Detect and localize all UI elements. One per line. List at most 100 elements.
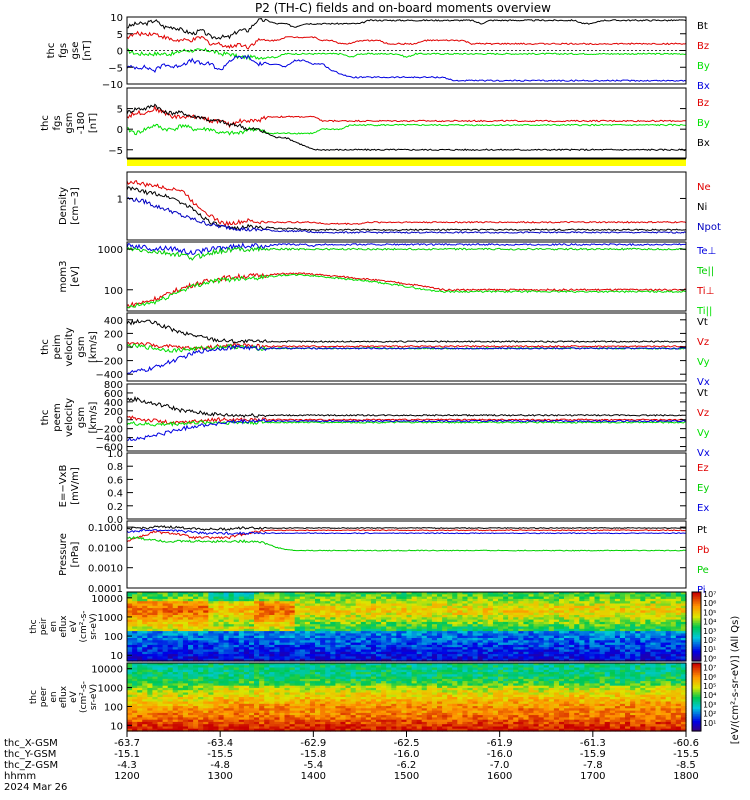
- spectro-cell: [640, 633, 646, 637]
- spectro-cell: [467, 592, 474, 595]
- spectro-cell: [447, 656, 453, 660]
- spectro-cell: [665, 674, 672, 678]
- spectro-cell: [381, 610, 387, 614]
- spectro-cell: [391, 621, 397, 625]
- spectro-cell: [589, 631, 596, 634]
- spectro-cell: [172, 644, 179, 648]
- spectro-cell: [142, 681, 148, 684]
- spectro-cell: [330, 642, 336, 646]
- spectro-cell: [472, 642, 479, 646]
- spectro-cell: [269, 615, 275, 618]
- spectro-cell: [147, 676, 153, 680]
- spectro-cell: [431, 665, 438, 669]
- spectro-cell: [208, 598, 214, 602]
- spectro-cell: [640, 685, 646, 689]
- spectro-cell: [645, 651, 651, 655]
- spectro-cell: [579, 603, 585, 607]
- spectro-cell: [559, 596, 565, 600]
- spectro-cell: [218, 608, 225, 611]
- spectro-cell: [564, 598, 570, 602]
- spectro-cell: [411, 596, 418, 600]
- spectro-cell: [309, 690, 316, 694]
- spectro-cell: [553, 678, 560, 682]
- spectro-cell: [254, 594, 260, 598]
- spectro-cell: [360, 628, 367, 632]
- spectro-cell: [320, 649, 326, 653]
- spectro-cell: [533, 608, 540, 611]
- spectro-cell: [675, 674, 682, 678]
- spectro-cell: [472, 592, 479, 595]
- spectro-cell: [243, 669, 250, 673]
- spectro-cell: [274, 610, 281, 614]
- spectro-cell: [259, 615, 265, 618]
- spectro-cell: [523, 608, 530, 611]
- spectro-cell: [513, 658, 519, 662]
- spectro-cell: [599, 674, 606, 678]
- spectro-cell: [203, 681, 209, 684]
- spectro-cell: [508, 663, 514, 666]
- spectro-cell: [426, 603, 433, 607]
- spectro-cell: [177, 624, 184, 628]
- spectro-cell: [198, 656, 204, 660]
- spectro-cell: [553, 628, 560, 632]
- spectro-cell: [198, 649, 204, 653]
- spectro-cell: [670, 624, 677, 628]
- spectro-cell: [457, 596, 463, 600]
- spectro-cell: [152, 594, 159, 598]
- spectro-cell: [182, 610, 189, 614]
- spectro-cell: [431, 601, 438, 605]
- spectro-cell: [203, 665, 209, 669]
- spectro-cell: [574, 644, 580, 648]
- spectro-cell: [625, 672, 631, 675]
- spectro-cell: [289, 667, 296, 671]
- spectro-cell: [127, 640, 133, 644]
- spectro-cell: [330, 658, 336, 662]
- spectro-cell: [457, 638, 463, 641]
- y-tick-label: −200: [96, 425, 123, 436]
- spectro-cell: [376, 612, 382, 616]
- spectro-cell: [416, 672, 423, 675]
- spectro-cell: [401, 676, 408, 680]
- spectro-cell: [660, 619, 667, 623]
- spectro-cell: [391, 672, 397, 675]
- spectro-cell: [564, 656, 570, 660]
- spectro-cell: [381, 598, 387, 602]
- spectro-cell: [279, 685, 286, 689]
- spectro-cell: [249, 640, 255, 644]
- spectro-cell: [660, 615, 667, 618]
- spectro-cell: [177, 617, 184, 621]
- spectro-cell: [325, 665, 331, 669]
- spectro-cell: [228, 626, 235, 630]
- spectro-cell: [132, 619, 138, 623]
- spectro-cell: [406, 626, 413, 630]
- spectro-cell: [386, 644, 392, 648]
- spectro-cell: [548, 619, 555, 623]
- spectro-cell: [462, 592, 469, 595]
- spectro-cell: [315, 610, 321, 614]
- spectro-cell: [223, 631, 230, 634]
- spectro-cell: [381, 656, 387, 660]
- spectro-cell: [625, 619, 631, 623]
- spectro-cell: [645, 683, 651, 687]
- spectro-cell: [630, 667, 636, 671]
- spectro-cell: [650, 621, 657, 625]
- spectro-cell: [416, 654, 423, 657]
- spectro-cell: [345, 681, 352, 684]
- spectro-cell: [670, 674, 677, 678]
- spectro-cell: [635, 598, 641, 602]
- spectro-cell: [457, 665, 463, 669]
- spectro-cell: [167, 619, 174, 623]
- spectro-cell: [630, 669, 636, 673]
- spectro-cell: [579, 638, 585, 641]
- spectro-cell: [680, 605, 687, 609]
- spectro-cell: [442, 638, 448, 641]
- spectro-cell: [233, 649, 240, 653]
- spectro-cell: [421, 603, 428, 607]
- spectro-cell: [635, 681, 641, 684]
- spectro-cell: [625, 683, 631, 687]
- spectro-cell: [335, 683, 342, 687]
- spectro-cell: [635, 640, 641, 644]
- y-tick-label: 0.4: [107, 489, 123, 500]
- spectro-cell: [599, 626, 606, 630]
- spectro-cell: [254, 676, 260, 680]
